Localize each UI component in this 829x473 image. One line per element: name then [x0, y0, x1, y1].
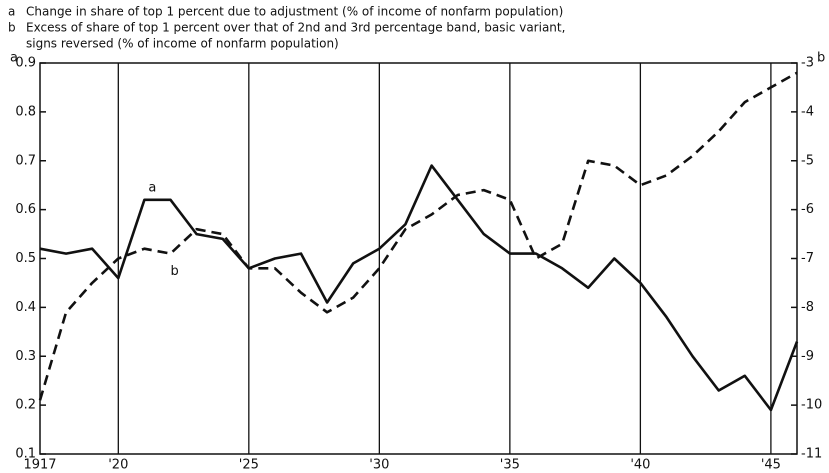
legend-key: b: [8, 21, 16, 35]
y2-tick-label: -10: [801, 398, 822, 413]
series-annotation: b: [171, 264, 179, 279]
y-tick-label: 0.9: [15, 56, 36, 71]
legend-text: Change in share of top 1 percent due to …: [26, 5, 563, 19]
y-tick-label: 0.6: [15, 202, 36, 217]
legend-text: signs reversed (% of income of nonfarm p…: [26, 37, 339, 51]
legend-key: a: [8, 5, 15, 19]
x-tick-label: '35: [500, 458, 520, 473]
series-line: [39, 164, 799, 412]
legend-text: Excess of share of top 1 percent over th…: [26, 21, 565, 35]
y-tick-label: 0.4: [15, 300, 36, 315]
y2-tick-label: -9: [801, 349, 814, 364]
y2-tick-label: -6: [801, 202, 814, 217]
y-tick-label: 0.7: [15, 153, 36, 168]
x-tick-label: '30: [369, 458, 389, 473]
y-tick-label: 0.8: [15, 104, 36, 119]
y2-tick-label: -4: [801, 104, 814, 119]
series-line: [38, 71, 798, 401]
y2-tick-label: -7: [801, 251, 814, 266]
y2-tick-label: -5: [801, 153, 814, 168]
series-annotation: a: [148, 180, 156, 195]
plot-frame: [39, 62, 798, 455]
x-tick-label: '40: [630, 458, 650, 473]
x-tick-label: 1917: [23, 458, 56, 473]
x-tick-label: '25: [239, 458, 259, 473]
x-tick-label: '20: [108, 458, 128, 473]
y2-tick-label: -3: [801, 56, 814, 71]
y-tick-label: 0.5: [15, 251, 36, 266]
y2-tick-label: -11: [801, 447, 822, 462]
y2-axis-label: b: [817, 51, 825, 66]
y-axis-label: a: [10, 51, 18, 66]
y-tick-label: 0.2: [15, 398, 36, 413]
y-tick-label: 0.3: [15, 349, 36, 364]
x-tick-label: '45: [761, 458, 781, 473]
y2-tick-label: -8: [801, 300, 814, 315]
y-tick-label: 0.1: [15, 447, 36, 462]
